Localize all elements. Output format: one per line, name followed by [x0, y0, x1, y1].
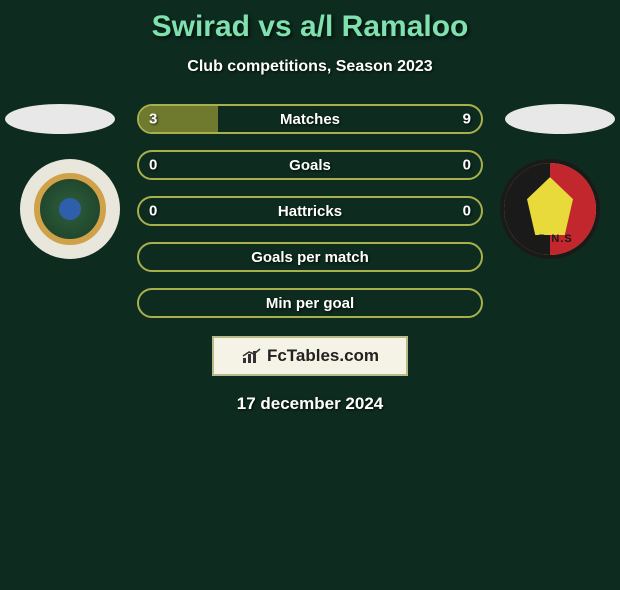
right-logo-text: P.B.N.S	[504, 233, 596, 245]
bar-right-value: 0	[463, 203, 471, 220]
left-player-ellipse	[5, 104, 115, 134]
subtitle: Club competitions, Season 2023	[0, 58, 620, 76]
stat-bar-hattricks: Hattricks 0 0	[137, 196, 483, 226]
stat-bar-goals-per-match: Goals per match	[137, 242, 483, 272]
bar-left-value: 3	[149, 111, 157, 128]
bar-left-value: 0	[149, 203, 157, 220]
stat-bar-min-per-goal: Min per goal	[137, 288, 483, 318]
bar-label: Min per goal	[266, 295, 354, 312]
bar-label: Goals per match	[251, 249, 369, 266]
bar-label: Matches	[280, 111, 340, 128]
bar-right-value: 0	[463, 157, 471, 174]
date-label: 17 december 2024	[0, 394, 620, 414]
brand-box[interactable]: FcTables.com	[212, 336, 408, 376]
page-title: Swirad vs a/l Ramaloo	[0, 10, 620, 44]
bar-label: Hattricks	[278, 203, 342, 220]
bar-left-value: 0	[149, 157, 157, 174]
bar-label: Goals	[289, 157, 331, 174]
stat-bar-goals: Goals 0 0	[137, 150, 483, 180]
bar-right-value: 9	[463, 111, 471, 128]
left-team-logo	[20, 159, 120, 259]
stat-bars: Matches 3 9 Goals 0 0 Hattricks 0 0 Goals per mat…	[137, 104, 483, 318]
brand-text: FcTables.com	[267, 346, 379, 366]
right-player-ellipse	[505, 104, 615, 134]
chart-icon	[241, 347, 263, 365]
stat-bar-matches: Matches 3 9	[137, 104, 483, 134]
content-area: P.B.N.S Matches39Goals00Hattricks00Goals…	[0, 104, 620, 414]
right-team-logo: P.B.N.S	[500, 159, 600, 259]
